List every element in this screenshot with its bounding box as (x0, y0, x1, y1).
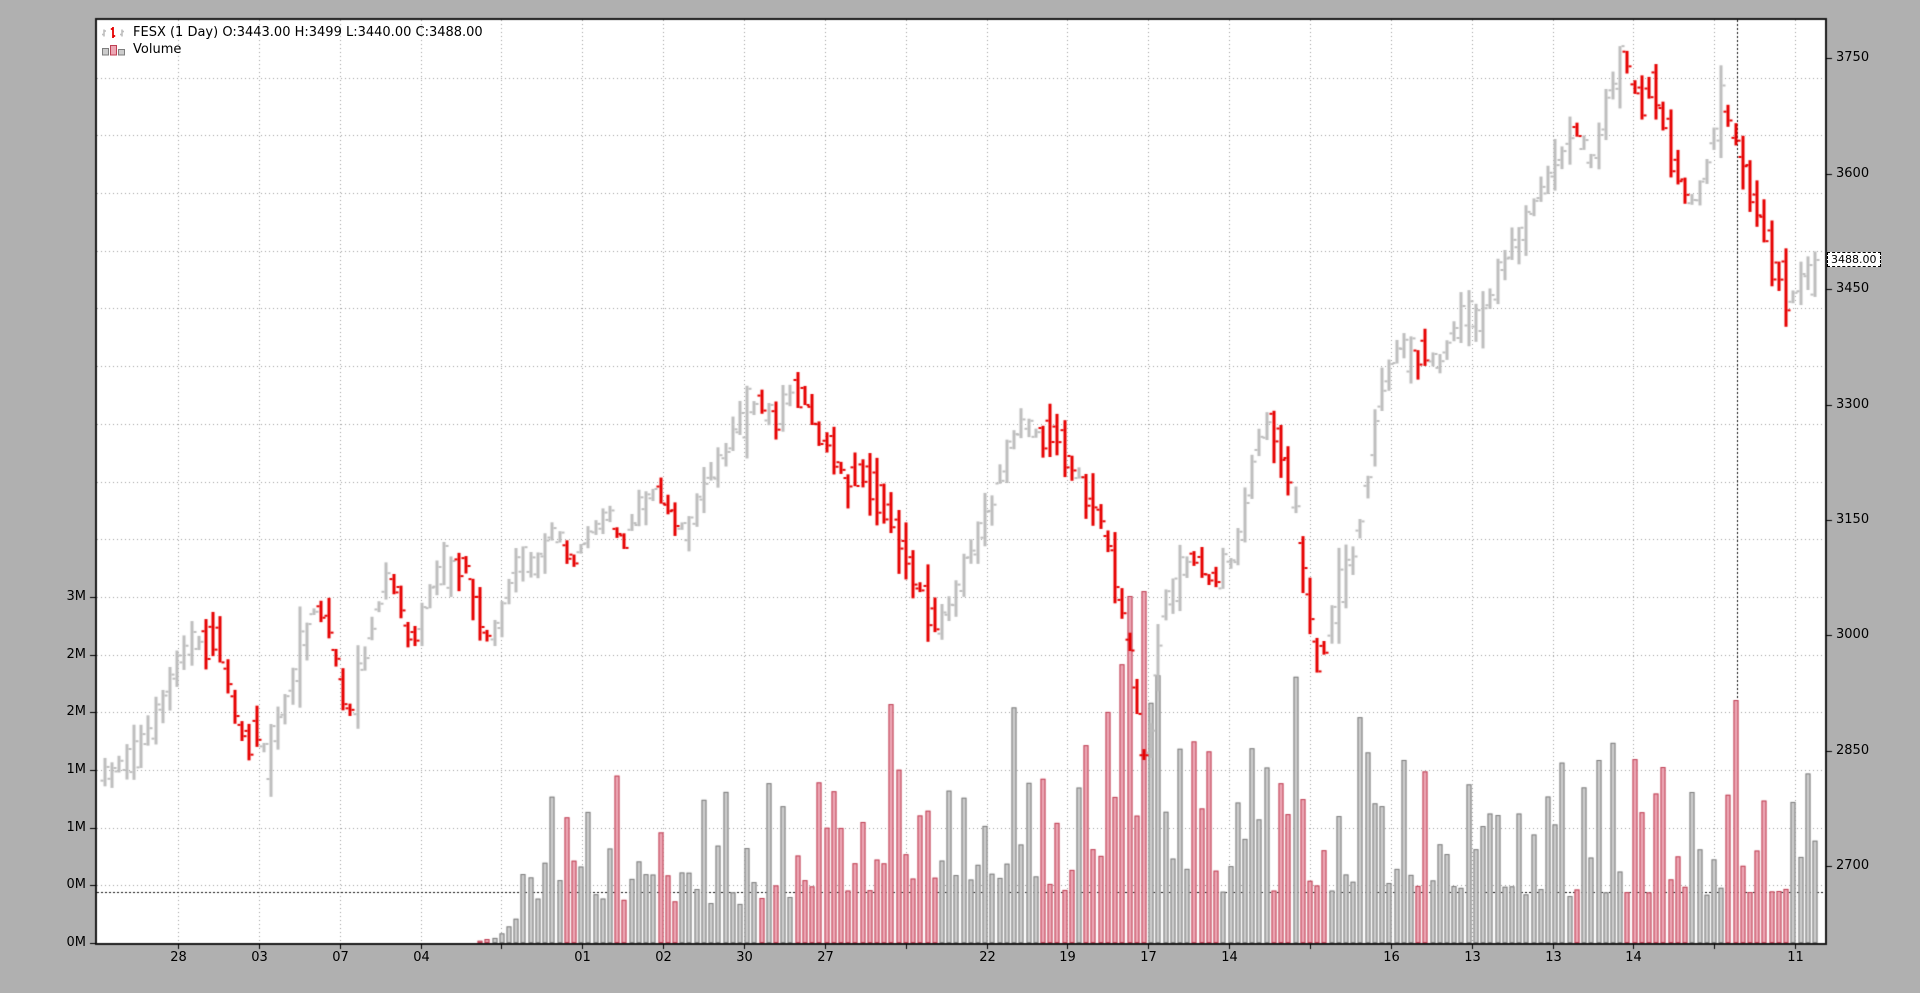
volume-tick-label: 3M (66, 588, 87, 604)
legend-volume-label: Volume (133, 42, 182, 57)
price-tick-label: 3750 (1836, 50, 1870, 66)
volume-tick-label: 1M (66, 761, 87, 777)
ohlc-bars-icon (102, 27, 124, 38)
date-tick-label: 27 (817, 950, 834, 965)
price-tick-label: 3300 (1836, 396, 1870, 412)
price-tick-label: 3150 (1836, 511, 1870, 527)
volume-bars-icon (102, 45, 125, 56)
volume-tick-label: 0M (66, 935, 87, 950)
price-tick-label: 3450 (1836, 281, 1870, 297)
date-tick-label: 11 (1787, 950, 1804, 965)
date-tick-label: 14 (1625, 950, 1642, 965)
volume-tick-label: 2M (66, 704, 87, 720)
date-tick-label: 14 (1221, 950, 1238, 965)
date-tick-label: 17 (1140, 950, 1157, 965)
price-tick-label: 2850 (1836, 742, 1870, 758)
legend-series-label: FESX (1 Day) O:3443.00 H:3499 L:3440.00 … (133, 25, 483, 40)
date-tick-label: 04 (413, 950, 430, 965)
date-tick-label: 28 (170, 950, 187, 965)
date-tick-label: 01 (574, 950, 591, 965)
date-tick-label: 03 (251, 950, 268, 965)
date-tick-label: 07 (332, 950, 349, 965)
date-tick-label: 02 (655, 950, 672, 965)
chart-legend: FESX (1 Day) O:3443.00 H:3499 L:3440.00 … (101, 24, 483, 58)
date-tick-label: 13 (1464, 950, 1481, 965)
date-tick-label: 22 (979, 950, 996, 965)
legend-item-volume[interactable]: Volume (101, 41, 483, 58)
volume-tick-label: 2M (66, 646, 87, 662)
last-price-tag: 3488.00 (1827, 251, 1881, 267)
date-tick-label: 19 (1059, 950, 1076, 965)
price-tick-label: 3000 (1836, 627, 1870, 643)
legend-item-series[interactable]: FESX (1 Day) O:3443.00 H:3499 L:3440.00 … (101, 24, 483, 41)
date-tick-label: 13 (1545, 950, 1562, 965)
date-tick-label: 30 (736, 950, 753, 965)
price-tick-label: 2700 (1836, 858, 1870, 874)
volume-tick-label: 0M (66, 877, 87, 893)
date-tick-label: 16 (1383, 950, 1400, 965)
price-tick-label: 3600 (1836, 165, 1870, 181)
volume-tick-label: 1M (66, 819, 87, 835)
